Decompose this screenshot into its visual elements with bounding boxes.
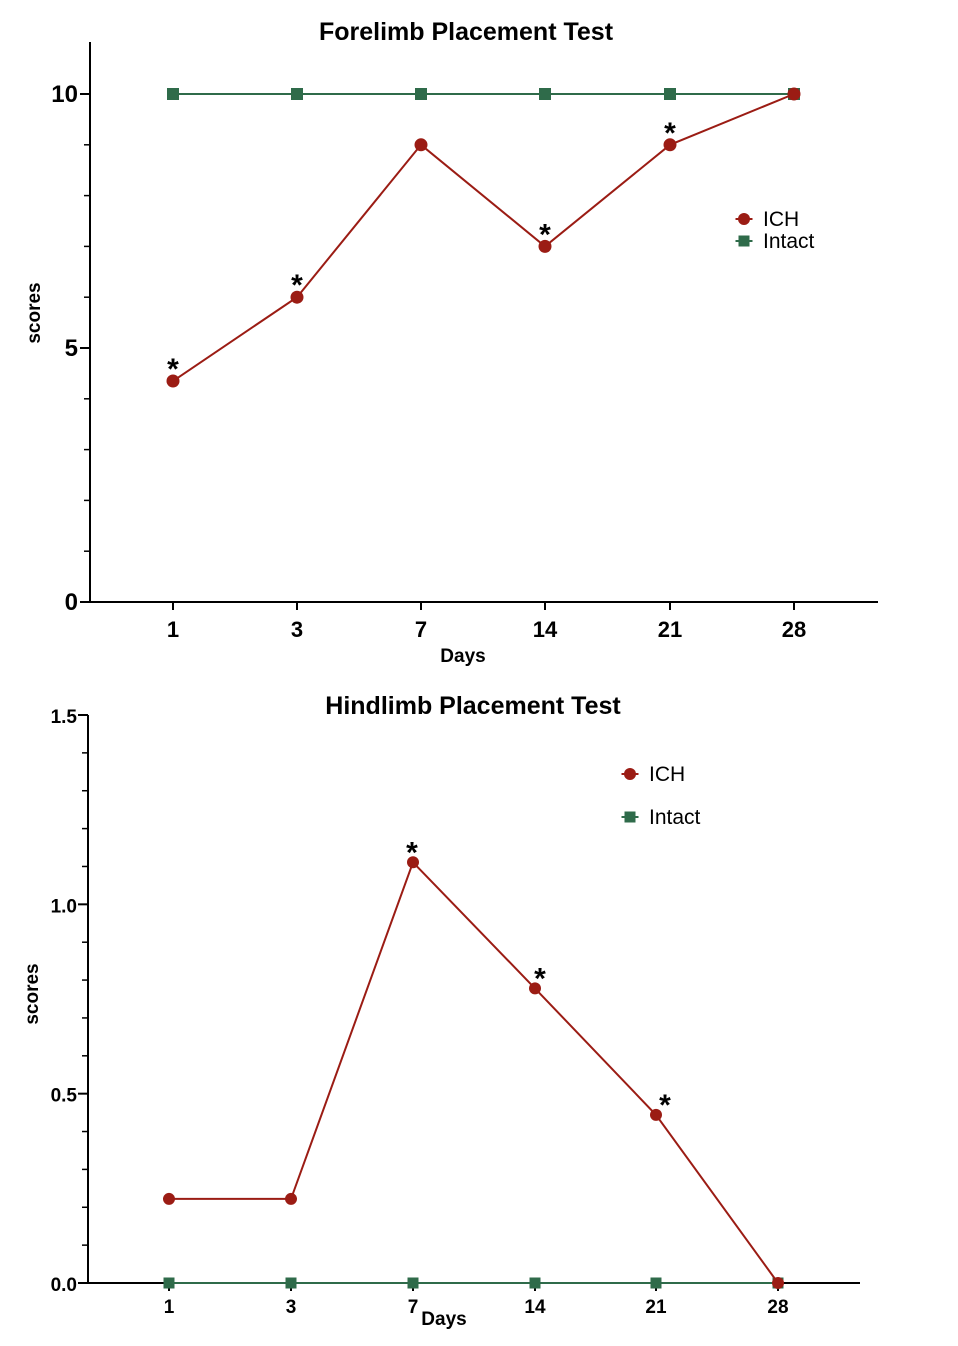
y-tick-label: 5 [65, 335, 78, 362]
data-point-ich [650, 1108, 662, 1121]
data-point-intact [291, 88, 303, 100]
x-tick-label: 21 [658, 617, 682, 642]
legend-marker-ich [624, 768, 636, 780]
data-point-ich [166, 374, 180, 388]
legend-marker-ich [738, 213, 750, 225]
legend-label-intact: Intact [649, 806, 701, 829]
data-point-ich [538, 239, 552, 253]
data-point-ich [663, 138, 677, 152]
x-tick-label: 7 [408, 1297, 419, 1318]
data-point-intact [167, 88, 179, 100]
data-point-ich [285, 1192, 297, 1205]
data-point-intact [285, 1277, 297, 1289]
y-axis-label: scores [24, 282, 45, 343]
significance-star: * [406, 836, 418, 869]
data-point-intact [650, 1277, 662, 1289]
x-tick-label: 7 [415, 617, 427, 642]
y-tick-label: 0 [65, 589, 78, 616]
data-point-ich [290, 290, 304, 304]
data-point-intact [415, 88, 427, 100]
data-point-ich [529, 982, 541, 995]
chart-title: Hindlimb Placement Test [325, 692, 621, 720]
x-axis-label: Days [440, 646, 485, 667]
y-tick-label: 1.0 [51, 896, 77, 917]
legend: ICH Intact [621, 763, 701, 829]
y-tick-label: 0.5 [51, 1086, 78, 1107]
data-point-intact [539, 88, 551, 100]
data-point-intact [664, 88, 676, 100]
series-line-ich [169, 860, 779, 1284]
legend-label-ich: ICH [763, 208, 799, 231]
data-point-intact [163, 1277, 175, 1289]
series-line-ich [172, 93, 795, 382]
x-tick-label: 3 [286, 1297, 297, 1318]
x-tick-label: 3 [291, 617, 303, 642]
significance-star: * [291, 269, 303, 302]
data-point-intact [529, 1277, 541, 1289]
y-tick-label: 1.5 [51, 707, 78, 728]
chart-title: Forelimb Placement Test [319, 18, 614, 46]
y-tick-label: 0.0 [51, 1275, 77, 1296]
y-axis-label: scores [22, 963, 43, 1024]
significance-star: * [659, 1089, 671, 1122]
significance-star: * [167, 353, 179, 386]
chart-2: Hindlimb Placement Test 0.0 0.5 1.0 1.5 1 3 7 14… [22, 692, 860, 1330]
x-tick-label: 14 [533, 617, 558, 642]
x-tick-label: 28 [767, 1297, 788, 1318]
legend-label-intact: Intact [763, 230, 815, 253]
significance-star: * [534, 962, 546, 995]
data-point-ich [414, 138, 428, 152]
data-point-ich [407, 856, 419, 869]
legend-label-ich: ICH [649, 763, 685, 786]
data-point-ich [787, 87, 801, 101]
x-tick-label: 21 [645, 1297, 667, 1318]
x-tick-label: 1 [164, 1297, 175, 1318]
data-point-intact [407, 1277, 419, 1289]
legend-marker-intact [624, 811, 636, 823]
chart-1: Forelimb Placement Test 0 5 10 1 3 7 14 21 28 Days… [24, 18, 878, 667]
data-point-ich [772, 1277, 784, 1289]
y-tick-label: 10 [51, 81, 78, 108]
x-tick-label: 28 [782, 617, 806, 642]
legend-marker-intact [738, 235, 750, 247]
data-point-ich [163, 1192, 175, 1205]
x-tick-label: 1 [167, 617, 179, 642]
x-axis-label: Days [421, 1309, 466, 1330]
significance-star: * [664, 117, 676, 150]
significance-star: * [539, 218, 551, 251]
x-tick-label: 14 [524, 1297, 546, 1318]
